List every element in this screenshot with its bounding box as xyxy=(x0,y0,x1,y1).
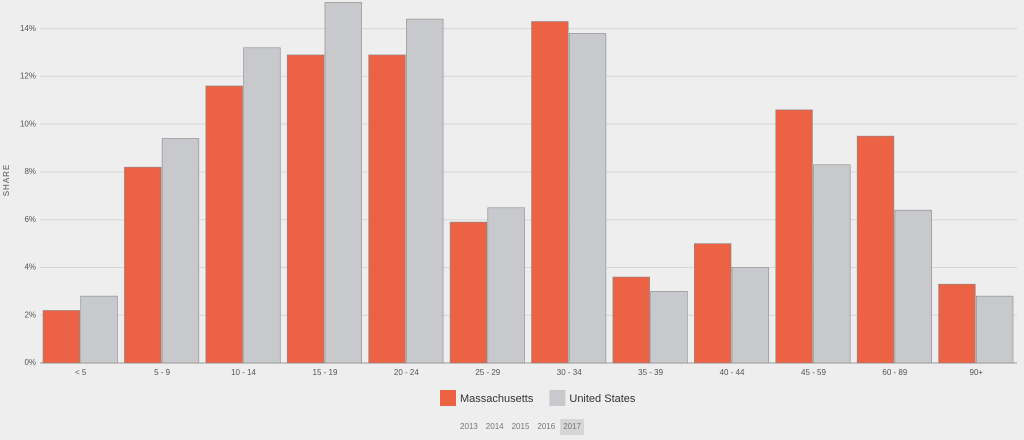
bar xyxy=(406,18,444,364)
x-tick-label: 15 - 19 xyxy=(313,368,338,377)
year-button[interactable]: 2015 xyxy=(512,422,530,431)
year-button[interactable]: 2013 xyxy=(460,422,478,431)
y-axis-label: SHARE xyxy=(2,164,11,197)
legend-swatch[interactable] xyxy=(440,390,456,406)
x-tick-label: 20 - 24 xyxy=(394,368,419,377)
legend-label[interactable]: Massachusetts xyxy=(460,393,534,405)
y-tick-label: 12% xyxy=(20,72,36,81)
y-tick-label: 14% xyxy=(20,24,36,33)
y-tick-label: 0% xyxy=(24,358,36,367)
bar xyxy=(124,166,162,364)
bar xyxy=(42,310,81,364)
bar xyxy=(487,207,525,364)
x-tick-label: 10 - 14 xyxy=(231,368,256,377)
bar xyxy=(731,267,770,364)
bar xyxy=(449,221,488,364)
bar xyxy=(243,47,281,364)
legend-label[interactable]: United States xyxy=(569,393,636,405)
bar xyxy=(368,54,406,364)
bar xyxy=(894,209,932,364)
bar xyxy=(205,85,243,364)
bar xyxy=(813,164,851,364)
x-tick-label: 60 - 89 xyxy=(882,368,907,377)
y-tick-label: 4% xyxy=(24,263,36,272)
x-tick-label: 90+ xyxy=(970,368,984,377)
x-tick-label: 40 - 44 xyxy=(720,368,745,377)
y-tick-label: 2% xyxy=(24,310,36,319)
bar xyxy=(531,21,569,364)
bar xyxy=(856,135,895,364)
x-tick-label: 45 - 59 xyxy=(801,368,826,377)
bar xyxy=(568,33,607,364)
bar xyxy=(650,291,688,364)
x-tick-label: 30 - 34 xyxy=(557,368,582,377)
x-tick-label: 35 - 39 xyxy=(638,368,663,377)
x-tick-label: 5 - 9 xyxy=(154,368,171,377)
bar xyxy=(694,243,732,364)
bar xyxy=(938,283,976,364)
bar xyxy=(775,109,813,364)
bar xyxy=(324,2,362,364)
y-tick-label: 10% xyxy=(20,119,36,128)
bar xyxy=(286,54,325,364)
legend-swatch[interactable] xyxy=(549,390,566,406)
year-button[interactable]: 2014 xyxy=(486,422,504,431)
y-tick-label: 6% xyxy=(24,215,36,224)
year-button[interactable]: 2016 xyxy=(537,422,555,431)
year-button[interactable]: 2017 xyxy=(563,422,581,431)
bar xyxy=(612,276,650,364)
x-tick-label: < 5 xyxy=(75,368,87,377)
x-tick-label: 25 - 29 xyxy=(475,368,500,377)
bar xyxy=(161,138,200,364)
y-tick-label: 8% xyxy=(24,167,36,176)
year-highlight xyxy=(560,419,584,435)
bar xyxy=(975,295,1014,364)
bar xyxy=(80,295,118,364)
